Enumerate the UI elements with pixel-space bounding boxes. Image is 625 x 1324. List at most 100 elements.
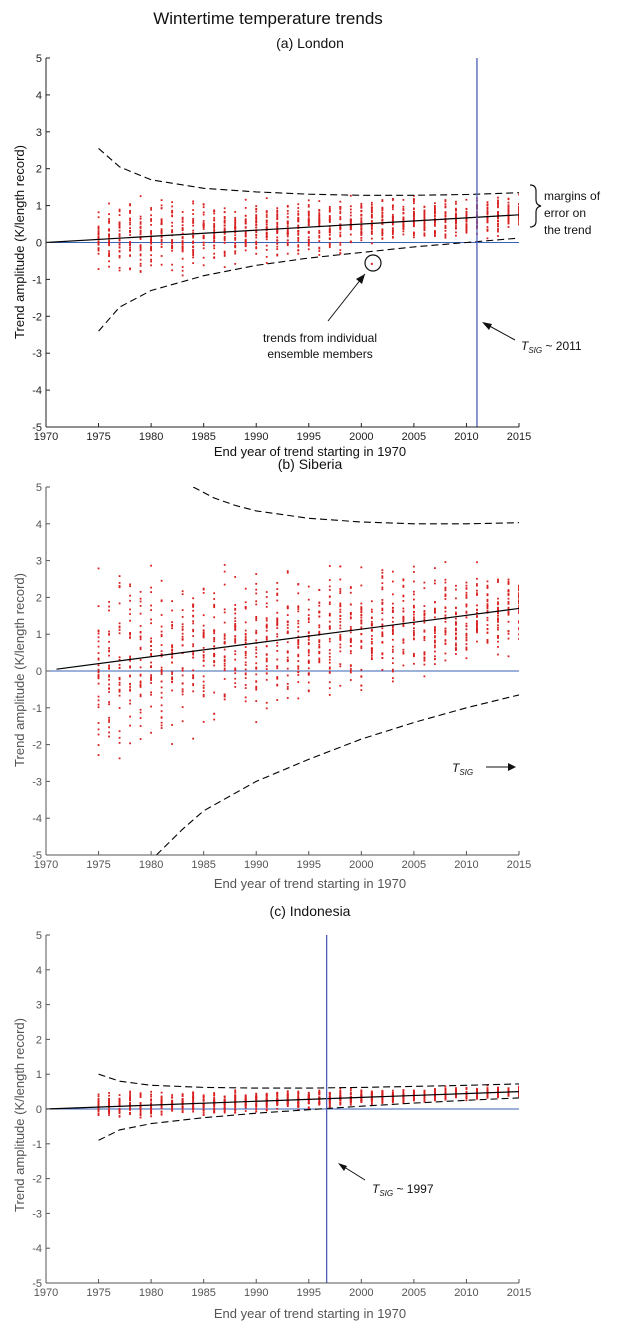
london-member-point xyxy=(391,213,394,216)
siberia-member-point xyxy=(97,673,100,676)
london-member-point xyxy=(202,222,205,224)
siberia-member-point xyxy=(423,659,426,662)
london-member-point xyxy=(370,242,373,245)
london-member-point xyxy=(328,206,331,208)
siberia-member-point xyxy=(465,648,468,651)
siberia-member-point xyxy=(444,633,447,636)
indonesia-member-point xyxy=(297,1099,300,1102)
london-member-point xyxy=(192,256,195,259)
london-member-point xyxy=(192,234,195,237)
siberia-member-point xyxy=(265,617,268,620)
london-member-point xyxy=(213,237,216,240)
siberia-member-point xyxy=(192,615,195,618)
london-member-point xyxy=(307,205,310,208)
siberia-member-point xyxy=(423,656,426,659)
london-member-point xyxy=(434,221,436,224)
london-member-point xyxy=(402,225,405,228)
london-member-point xyxy=(139,258,142,261)
london-xtick-label: 1980 xyxy=(139,431,163,443)
siberia-member-point xyxy=(286,688,289,690)
siberia-member-point xyxy=(234,658,237,661)
siberia-member-point xyxy=(118,678,121,681)
siberia-member-point xyxy=(497,578,499,581)
indonesia-ytick-label: 0 xyxy=(36,1104,42,1116)
siberia-member-point xyxy=(118,683,121,686)
london-member-point xyxy=(349,223,352,225)
london-member-point xyxy=(402,208,405,210)
siberia-member-point xyxy=(129,689,131,692)
siberia-member-point xyxy=(486,587,489,589)
siberia-member-point xyxy=(318,632,321,635)
siberia-member-point xyxy=(381,607,384,610)
siberia-member-point xyxy=(213,660,216,663)
siberia-member-point xyxy=(171,644,174,647)
london-member-point xyxy=(276,248,279,250)
siberia-member-point xyxy=(360,639,363,642)
london-member-point xyxy=(465,220,468,223)
london-ytick-label: 1 xyxy=(36,201,42,213)
indonesia-inner xyxy=(46,935,519,1283)
siberia-member-point xyxy=(381,618,384,621)
london-member-point xyxy=(97,225,100,228)
siberia-member-point xyxy=(202,591,205,594)
siberia-member-point xyxy=(370,620,373,623)
siberia-member-point xyxy=(381,612,384,615)
siberia-member-point xyxy=(97,668,100,671)
london-member-point xyxy=(497,196,499,199)
siberia-member-point xyxy=(328,667,331,670)
siberia-member-point xyxy=(286,651,289,654)
london-member-point xyxy=(160,263,163,266)
london-member-point xyxy=(276,245,279,248)
siberia-member-point xyxy=(139,612,142,615)
siberia-member-point xyxy=(297,635,300,638)
indonesia-member-point xyxy=(202,1113,205,1116)
siberia-member-point xyxy=(360,613,363,616)
siberia-member-point xyxy=(150,674,153,677)
london-member-point xyxy=(328,228,331,231)
siberia-member-point xyxy=(444,629,447,632)
indonesia-member-point xyxy=(444,1098,447,1101)
indonesia-margin-lower xyxy=(98,1097,519,1141)
siberia-member-point xyxy=(234,604,237,606)
london-member-point xyxy=(423,213,426,216)
siberia-member-point xyxy=(139,659,142,661)
siberia-xtick-label: 2005 xyxy=(402,859,426,871)
london-member-point xyxy=(150,242,153,245)
indonesia-member-point xyxy=(234,1091,237,1094)
siberia-member-point xyxy=(223,662,226,665)
london-member-point xyxy=(118,250,121,253)
siberia-member-point xyxy=(328,681,331,684)
siberia-member-point xyxy=(402,579,405,582)
siberia-member-point xyxy=(171,600,174,603)
siberia-member-point xyxy=(150,665,153,668)
siberia-member-point xyxy=(234,576,237,578)
siberia-member-point xyxy=(391,570,394,573)
siberia-member-point xyxy=(455,642,457,645)
london-member-point xyxy=(139,221,142,223)
siberia-member-point xyxy=(402,616,405,619)
london-member-point xyxy=(276,207,279,210)
indonesia-member-point xyxy=(276,1092,279,1095)
siberia-member-point xyxy=(223,656,226,659)
london-member-point xyxy=(518,218,519,221)
indonesia-member-point xyxy=(181,1094,184,1097)
london-member-point xyxy=(402,205,405,208)
siberia-member-point xyxy=(234,650,237,653)
london-member-point xyxy=(297,245,300,248)
london-member-point xyxy=(402,224,405,227)
siberia-member-point xyxy=(97,728,100,731)
indonesia-ytick-label: 4 xyxy=(36,965,42,977)
london-member-point xyxy=(171,209,174,212)
london-member-point xyxy=(486,228,489,231)
london-member-point xyxy=(202,228,205,230)
indonesia-member-point xyxy=(497,1087,499,1090)
siberia-member-point xyxy=(265,638,268,641)
london-member-point xyxy=(265,221,268,224)
siberia-member-point xyxy=(328,579,331,581)
indonesia-member-point xyxy=(402,1091,405,1094)
indonesia-member-point xyxy=(160,1107,163,1110)
london-member-point xyxy=(234,244,237,247)
siberia-member-point xyxy=(423,587,426,590)
siberia-member-point xyxy=(518,638,519,640)
tsig-arrowhead-indonesia xyxy=(338,1163,347,1171)
